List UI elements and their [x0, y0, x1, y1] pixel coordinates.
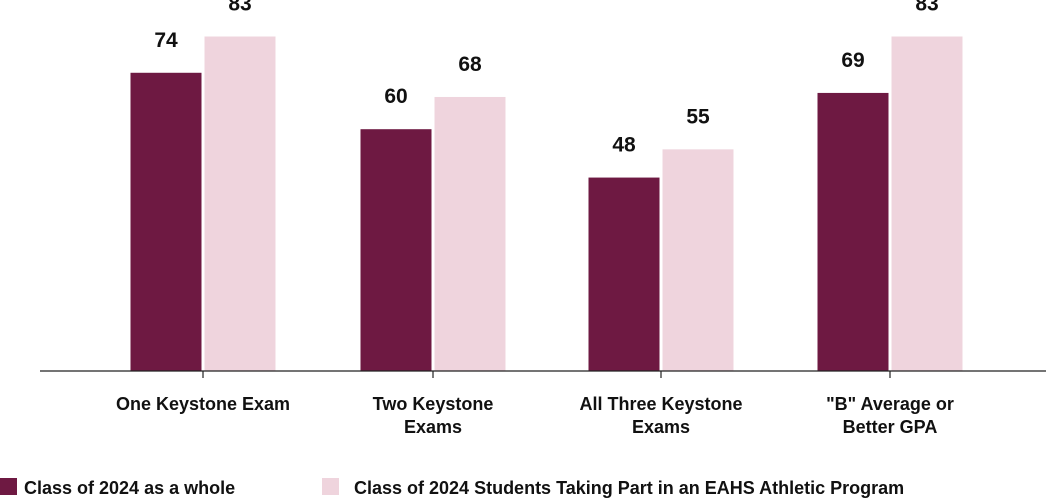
legend-swatch-0 [0, 478, 17, 495]
value-label-s1-c2: 55 [686, 105, 710, 128]
value-label-s1-c1: 68 [458, 53, 482, 76]
category-label-2: All Three Keystone Exams [579, 394, 742, 437]
category-label-line: All Three Keystone [579, 394, 742, 414]
category-label-line: One Keystone Exam [116, 394, 290, 414]
bar-s1-c3 [891, 36, 963, 371]
legend-label-1: Class of 2024 Students Taking Part in an… [354, 478, 904, 498]
bar-s0-c1 [360, 129, 432, 371]
category-label-line: Two Keystone [373, 394, 494, 414]
value-label-s0-c1: 60 [384, 85, 407, 108]
bar-s1-c1 [434, 96, 506, 372]
value-label-s1-c0: 83 [228, 0, 251, 16]
category-label-line: Exams [404, 417, 462, 437]
legend-label-0: Class of 2024 as a whole [24, 478, 235, 498]
bar-s1-c2 [662, 149, 734, 371]
value-label-s1-c3: 83 [915, 0, 938, 16]
value-label-s0-c0: 74 [154, 29, 178, 52]
bar-s1-c0 [204, 36, 276, 371]
bar-s0-c3 [817, 92, 889, 372]
legend-swatch-1 [322, 478, 339, 495]
category-label-line: Exams [632, 417, 690, 437]
category-label-1: Two Keystone Exams [373, 394, 494, 437]
bar-s0-c2 [588, 177, 660, 371]
category-label-0: One Keystone Exam [116, 394, 290, 414]
category-label-line: Better GPA [843, 417, 938, 437]
value-label-s0-c2: 48 [612, 134, 636, 157]
value-label-s0-c3: 69 [841, 49, 864, 72]
category-label-3: "B" Average or Better GPA [826, 394, 954, 437]
bar-s0-c0 [130, 72, 202, 371]
category-label-line: "B" Average or [826, 394, 954, 414]
